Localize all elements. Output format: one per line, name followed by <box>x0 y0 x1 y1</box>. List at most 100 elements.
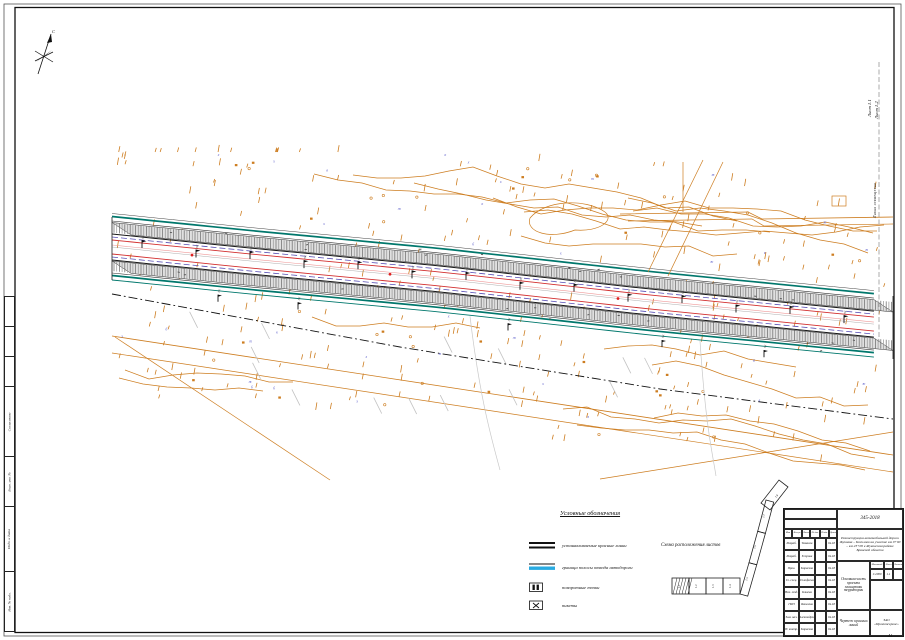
svg-text:х: х <box>364 355 367 359</box>
svg-text:б: б <box>273 387 275 391</box>
svg-text:х: х <box>541 382 544 386</box>
svg-text:х: х <box>355 400 358 404</box>
legend: Условные обозначения устанавливаемые кра… <box>527 510 702 612</box>
role-cell: Гл. спец. <box>784 574 799 587</box>
sheet-layout-scheme-title: Схема расположения листов <box>661 543 721 548</box>
svg-text:ж: ж <box>710 260 714 264</box>
svg-text:ПК: ПК <box>195 244 199 249</box>
legend-item-label: поворотные точки <box>562 585 600 590</box>
svg-text:ж: ж <box>711 173 715 177</box>
svg-text:х: х <box>447 315 450 319</box>
svg-text:ПК: ПК <box>661 334 665 339</box>
svg-text:т: т <box>249 339 252 343</box>
svg-text:в: в <box>587 415 589 419</box>
legend-item: пикеты <box>529 600 577 611</box>
scale-value: 1:2000 <box>870 569 884 580</box>
date-cell: 04.18 <box>826 562 837 575</box>
sign-cell <box>815 550 826 563</box>
red-lines-symbol-icon <box>529 542 555 549</box>
svg-text:ПК: ПК <box>627 288 631 293</box>
legend-item-label: устанавливаемые красные линии <box>562 543 627 548</box>
revision-row <box>784 509 837 519</box>
col-podp: Подп. <box>820 529 829 538</box>
svg-text:ПК: ПК <box>141 235 145 240</box>
svg-text:т: т <box>591 177 594 181</box>
role-cell: Н. контр. <box>784 623 799 636</box>
sheet-ref-top: Лист 1.1 <box>867 99 872 117</box>
sheet-layout-scheme-drawing: 1.1 1.2 1.3 1.4 1.5 1.6 1.7 1.8 <box>671 479 789 597</box>
legend-item-label: пикеты <box>562 603 578 608</box>
svg-text:ПК: ПК <box>519 277 523 282</box>
sheets-label: Листов <box>893 561 903 569</box>
revision-row <box>784 519 837 529</box>
date-cell: 04.18 <box>826 574 837 587</box>
stamp-label: Взам. инв. № <box>7 471 12 492</box>
svg-text:к: к <box>445 153 447 157</box>
match-line-label: Линия совмещения <box>873 182 877 218</box>
svg-text:к: к <box>276 331 278 335</box>
name-cell: Корнеева <box>799 562 815 575</box>
sheets-value <box>893 569 903 580</box>
role-cell: Пров. <box>784 562 799 575</box>
date-cell: 04.18 <box>826 623 837 636</box>
date-cell: 04.18 <box>826 611 837 624</box>
stamp-cell <box>4 357 14 387</box>
pickets-symbol-icon <box>529 600 543 610</box>
stamp-cell-inv-podl: Инв. № подл. <box>5 572 15 632</box>
svg-text:х: х <box>120 335 123 339</box>
svg-text:б: б <box>753 359 755 363</box>
date-cell: 04.18 <box>826 599 837 612</box>
role-cell: Разраб. <box>784 550 799 563</box>
stamp-cell-vzam-inv: Взам. инв. № <box>4 457 14 507</box>
svg-text:х: х <box>322 222 325 226</box>
name-cell: Корнеева <box>799 623 815 636</box>
svg-text:ПК: ПК <box>735 299 739 304</box>
svg-text:1.6: 1.6 <box>753 544 757 549</box>
empty-cell <box>870 580 903 610</box>
svg-text:ж: ж <box>513 336 517 340</box>
name-cell: Тюкаева <box>799 538 815 551</box>
sign-cell <box>815 538 826 551</box>
organization-line1: ЗАО <box>883 618 890 623</box>
sign-cell <box>815 574 826 587</box>
svg-text:х: х <box>559 252 562 256</box>
col-data: Дата <box>829 529 837 538</box>
role-cell: Нач. отд. <box>784 586 799 599</box>
role-cell: ГИП <box>784 599 799 612</box>
svg-text:в: в <box>764 251 766 255</box>
svg-text:б: б <box>166 327 168 331</box>
svg-text:ПК: ПК <box>303 255 307 260</box>
legend-item: устанавливаемые красные линии <box>529 540 627 551</box>
doc-number: 345-2018 <box>837 509 903 529</box>
role-cell: Разраб. <box>784 538 799 551</box>
svg-text:б: б <box>472 243 474 247</box>
name-cell: Яковлева <box>799 599 815 612</box>
format-label: А1 <box>888 633 893 638</box>
svg-text:ПК: ПК <box>573 278 577 283</box>
stamp-cell <box>4 297 14 327</box>
scale-label: Масштаб <box>870 561 884 569</box>
svg-text:ПК: ПК <box>357 256 361 261</box>
svg-text:1.3: 1.3 <box>712 584 715 588</box>
frame-stamp-column: Согласовано Взам. инв. № Подп. и дата Ин… <box>3 296 15 632</box>
svg-text:1.4: 1.4 <box>729 584 732 588</box>
turning-points-symbol-icon <box>529 582 543 592</box>
drawing-title: Чертеж красных линий <box>837 610 870 636</box>
sign-cell <box>815 623 826 636</box>
name-cell: Голофеева <box>799 574 815 587</box>
svg-text:С: С <box>52 29 56 34</box>
col-list: Лист <box>802 529 810 538</box>
name-cell: Клюева <box>799 586 815 599</box>
stamp-label: Согласовано <box>7 412 12 431</box>
date-cell: 04.18 <box>826 586 837 599</box>
title-block: Изм Кол.уч Лист № док Подп. Дата Разраб.… <box>783 508 904 637</box>
svg-text:х: х <box>499 180 502 184</box>
date-cell: 04.18 <box>826 550 837 563</box>
svg-text:в: в <box>759 399 761 403</box>
stamp-cell-podp-data: Подп. и дата <box>4 507 14 572</box>
svg-text:х: х <box>467 161 470 165</box>
svg-text:ПК: ПК <box>217 289 221 294</box>
legend-item: поворотные точки <box>529 582 599 593</box>
